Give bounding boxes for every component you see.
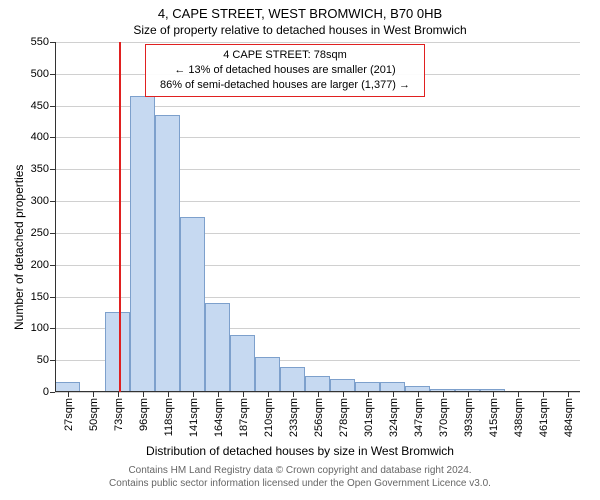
x-tick-label: 50sqm xyxy=(86,398,100,431)
x-tick-label: 301sqm xyxy=(361,398,375,437)
histogram-bar xyxy=(205,303,230,392)
x-tick-mark xyxy=(318,392,319,397)
y-tick-label: 250 xyxy=(31,227,55,239)
x-tick-mark xyxy=(143,392,144,397)
x-tick-label: 164sqm xyxy=(211,398,225,437)
x-tick-label: 118sqm xyxy=(161,398,175,436)
x-tick-label: 484sqm xyxy=(561,398,575,437)
x-tick-label: 27sqm xyxy=(61,398,75,431)
y-axis-line xyxy=(55,42,56,392)
footer-text: Contains HM Land Registry data © Crown c… xyxy=(0,464,600,490)
x-tick-mark xyxy=(468,392,469,397)
annotation-line: ← 13% of detached houses are smaller (20… xyxy=(152,63,418,78)
x-tick-label: 393sqm xyxy=(461,398,475,437)
y-tick-label: 500 xyxy=(31,68,55,80)
x-tick-label: 210sqm xyxy=(261,398,275,437)
x-tick-label: 347sqm xyxy=(411,398,425,437)
footer-line: Contains HM Land Registry data © Crown c… xyxy=(0,464,600,477)
x-tick-label: 233sqm xyxy=(286,398,300,437)
histogram-bar xyxy=(180,217,205,392)
chart-title: 4, CAPE STREET, WEST BROMWICH, B70 0HB xyxy=(0,6,600,21)
y-tick-label: 200 xyxy=(31,259,55,271)
chart-subtitle: Size of property relative to detached ho… xyxy=(0,23,600,37)
grid-line xyxy=(55,42,580,43)
histogram-bar xyxy=(305,376,330,392)
chart-container: 4, CAPE STREET, WEST BROMWICH, B70 0HB S… xyxy=(0,0,600,500)
x-tick-mark xyxy=(243,392,244,397)
marker-line xyxy=(119,42,121,392)
x-tick-mark xyxy=(568,392,569,397)
x-tick-label: 141sqm xyxy=(186,398,200,437)
x-axis-line xyxy=(55,391,580,392)
x-tick-mark xyxy=(493,392,494,397)
x-tick-label: 438sqm xyxy=(511,398,525,437)
x-tick-mark xyxy=(418,392,419,397)
x-tick-mark xyxy=(393,392,394,397)
histogram-bar xyxy=(230,335,255,392)
x-tick-mark xyxy=(68,392,69,397)
histogram-bar xyxy=(130,96,155,392)
y-tick-label: 300 xyxy=(31,195,55,207)
x-axis-label: Distribution of detached houses by size … xyxy=(0,444,600,458)
x-tick-label: 96sqm xyxy=(136,398,150,431)
x-tick-label: 461sqm xyxy=(536,398,550,437)
y-tick-label: 0 xyxy=(43,386,55,398)
histogram-bar xyxy=(255,357,280,392)
x-tick-mark xyxy=(293,392,294,397)
x-tick-label: 415sqm xyxy=(486,398,500,437)
x-tick-mark xyxy=(268,392,269,397)
x-tick-label: 187sqm xyxy=(236,398,250,437)
footer-line: Contains public sector information licen… xyxy=(0,477,600,490)
x-tick-label: 324sqm xyxy=(386,398,400,437)
x-tick-mark xyxy=(93,392,94,397)
x-tick-mark xyxy=(343,392,344,397)
x-tick-label: 256sqm xyxy=(311,398,325,437)
y-tick-label: 550 xyxy=(31,36,55,48)
x-tick-mark xyxy=(518,392,519,397)
y-tick-label: 400 xyxy=(31,131,55,143)
y-tick-label: 150 xyxy=(31,291,55,303)
y-axis-label: Number of detached properties xyxy=(12,165,26,330)
annotation-line: 4 CAPE STREET: 78sqm xyxy=(152,48,418,63)
annotation-line: 86% of semi-detached houses are larger (… xyxy=(152,78,418,93)
y-tick-label: 350 xyxy=(31,163,55,175)
x-tick-mark xyxy=(443,392,444,397)
x-tick-mark xyxy=(193,392,194,397)
histogram-bar xyxy=(280,367,305,392)
x-tick-mark xyxy=(368,392,369,397)
annotation-box: 4 CAPE STREET: 78sqm ← 13% of detached h… xyxy=(145,44,425,97)
x-tick-label: 370sqm xyxy=(436,398,450,437)
x-tick-label: 278sqm xyxy=(336,398,350,437)
x-tick-mark xyxy=(168,392,169,397)
histogram-bar xyxy=(155,115,180,392)
x-tick-mark xyxy=(543,392,544,397)
x-tick-mark xyxy=(118,392,119,397)
histogram-bar xyxy=(105,312,130,392)
x-tick-mark xyxy=(218,392,219,397)
y-tick-label: 50 xyxy=(37,354,55,366)
y-tick-label: 450 xyxy=(31,100,55,112)
y-tick-label: 100 xyxy=(31,322,55,334)
x-tick-label: 73sqm xyxy=(111,398,125,431)
